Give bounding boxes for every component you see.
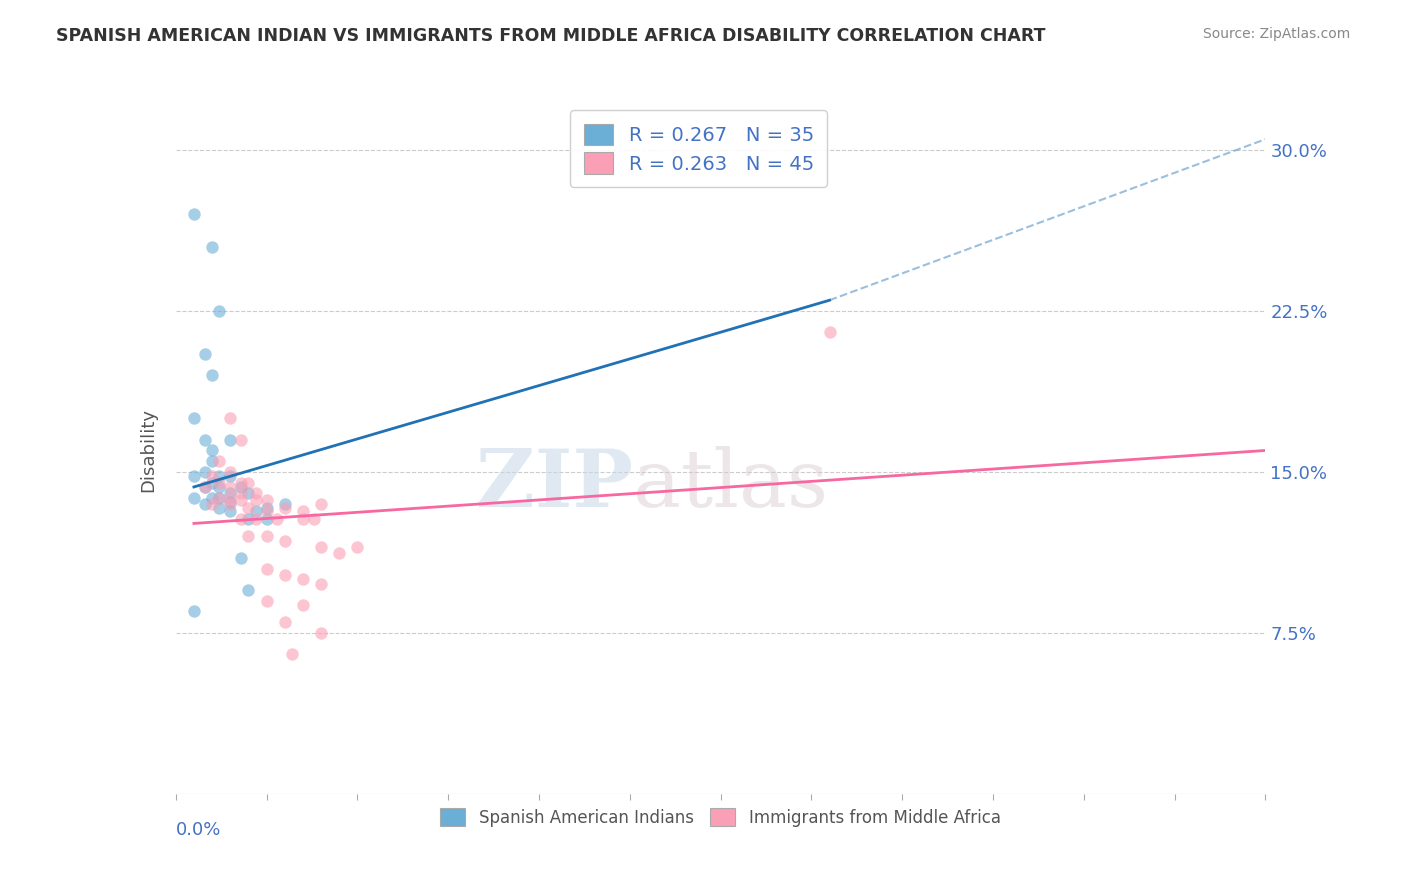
Point (183, 491, 205, 505)
Point (201, 239, 224, 253)
Point (231, 433, 253, 447)
Point (219, 480, 242, 494)
Point (328, 546, 350, 561)
Point (245, 486, 267, 500)
Point (245, 492, 267, 507)
Point (194, 433, 217, 447)
Point (231, 475, 253, 490)
Point (274, 568, 297, 582)
Point (291, 512, 314, 526)
Point (231, 492, 253, 507)
Point (309, 540, 332, 554)
Point (266, 512, 288, 526)
Point (183, 469, 205, 483)
Point (309, 626, 332, 640)
Point (231, 550, 253, 565)
Point (238, 529, 260, 543)
Point (231, 480, 253, 494)
Point (231, 486, 253, 500)
Point (201, 454, 224, 468)
Point (219, 495, 242, 509)
Point (183, 207, 205, 221)
Point (238, 512, 260, 526)
Point (201, 443, 224, 458)
Point (245, 503, 267, 517)
Point (201, 497, 224, 511)
Point (194, 480, 217, 494)
Point (302, 512, 325, 526)
Point (238, 501, 260, 516)
Point (219, 465, 242, 479)
Point (256, 492, 278, 507)
Point (208, 480, 231, 494)
Point (219, 503, 242, 517)
Point (245, 512, 267, 526)
Point (183, 411, 205, 425)
Point (256, 512, 278, 526)
Point (201, 491, 224, 505)
Point (309, 497, 332, 511)
Point (256, 529, 278, 543)
Point (208, 491, 231, 505)
Point (238, 475, 260, 490)
Point (256, 503, 278, 517)
Point (274, 615, 297, 630)
Point (291, 598, 314, 612)
Point (208, 475, 231, 490)
Point (219, 486, 242, 500)
Point (208, 469, 231, 483)
Point (274, 501, 297, 516)
Point (274, 497, 297, 511)
Text: Source: ZipAtlas.com: Source: ZipAtlas.com (1202, 27, 1350, 41)
Point (238, 582, 260, 597)
Legend: Spanish American Indians, Immigrants from Middle Africa: Spanish American Indians, Immigrants fro… (433, 802, 1008, 834)
Point (208, 501, 231, 516)
Point (194, 480, 217, 494)
Point (231, 512, 253, 526)
Point (208, 454, 231, 468)
Point (309, 576, 332, 591)
Point (183, 604, 205, 618)
Point (274, 533, 297, 548)
Point (281, 648, 304, 662)
Point (219, 433, 242, 447)
Point (219, 491, 242, 505)
Point (219, 469, 242, 483)
Point (194, 497, 217, 511)
Text: 0.0%: 0.0% (176, 822, 221, 839)
Point (194, 465, 217, 479)
Point (219, 411, 242, 425)
Point (208, 304, 231, 318)
Point (256, 561, 278, 575)
Point (201, 469, 224, 483)
Point (256, 593, 278, 607)
Point (818, 326, 841, 340)
Point (201, 475, 224, 490)
Text: ZIP: ZIP (477, 446, 633, 524)
Point (219, 497, 242, 511)
Point (256, 501, 278, 516)
Point (238, 486, 260, 500)
Point (291, 572, 314, 586)
Point (291, 503, 314, 517)
Point (346, 540, 368, 554)
Point (194, 347, 217, 361)
Text: SPANISH AMERICAN INDIAN VS IMMIGRANTS FROM MIDDLE AFRICA DISABILITY CORRELATION : SPANISH AMERICAN INDIAN VS IMMIGRANTS FR… (56, 27, 1046, 45)
Text: atlas: atlas (633, 446, 828, 524)
Point (201, 368, 224, 383)
Point (208, 491, 231, 505)
Y-axis label: Disability: Disability (139, 409, 157, 492)
